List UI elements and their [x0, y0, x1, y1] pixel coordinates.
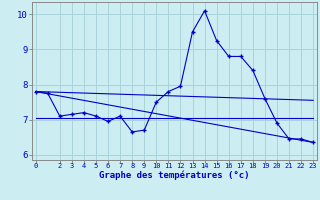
X-axis label: Graphe des températures (°c): Graphe des températures (°c): [99, 171, 250, 180]
